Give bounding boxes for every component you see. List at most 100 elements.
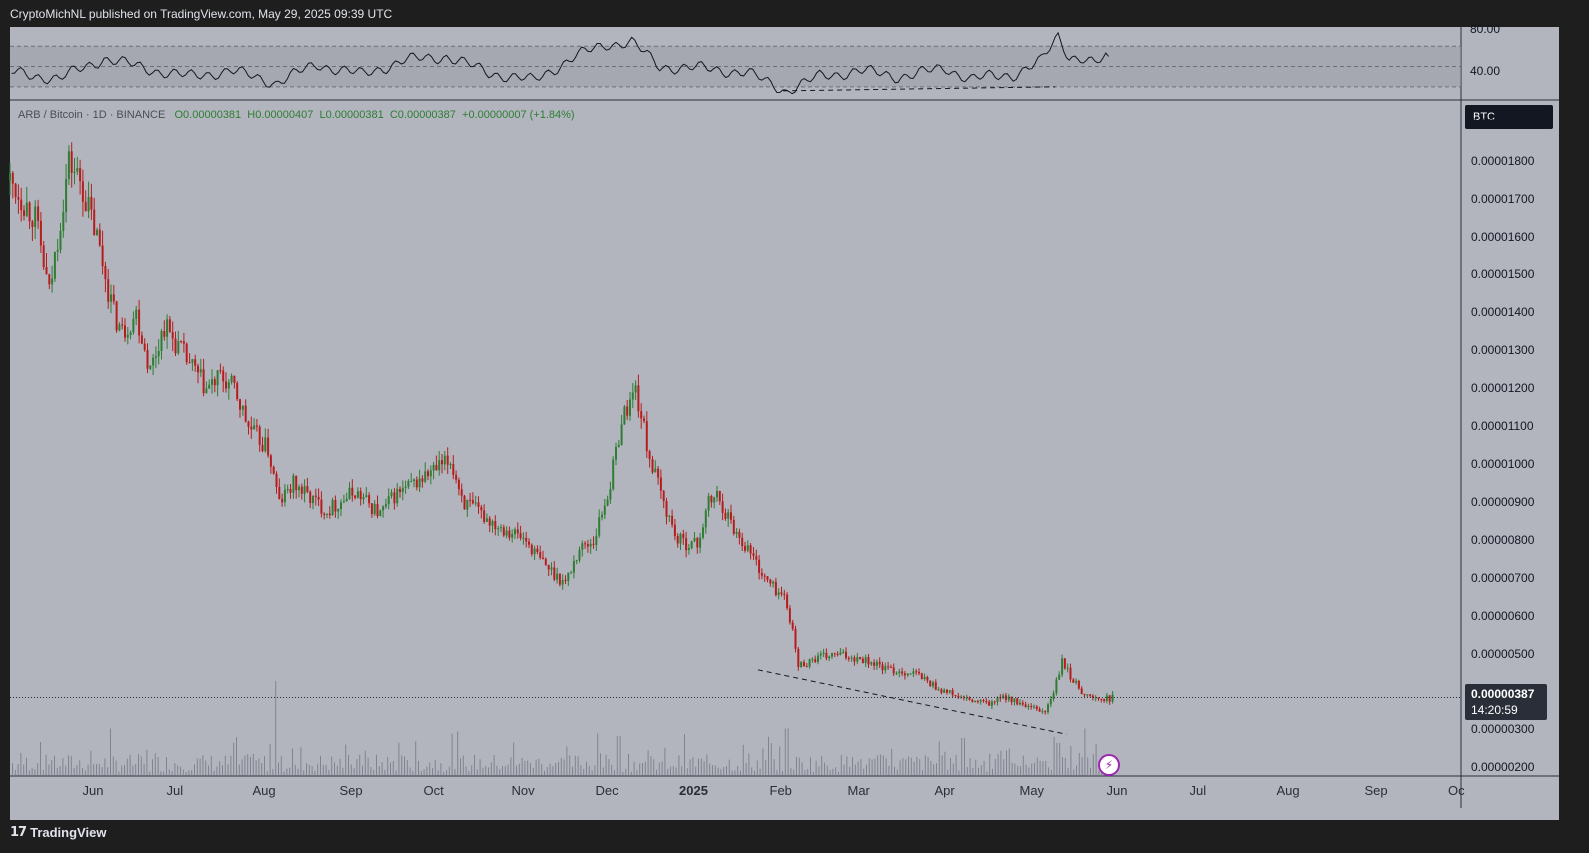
candle-body — [867, 657, 870, 665]
candle-body — [864, 657, 867, 663]
candle-body — [752, 553, 755, 556]
candle-body — [1047, 704, 1049, 713]
candle-body — [424, 471, 427, 482]
tradingview-logo[interactable]: 17 TradingView — [10, 825, 106, 840]
candle-body — [856, 657, 859, 662]
candle-body — [23, 210, 25, 216]
candle-body — [634, 385, 637, 393]
candle-body — [219, 370, 222, 372]
volume-bar — [135, 764, 137, 776]
volume-bar — [1045, 761, 1047, 776]
candle-body — [31, 221, 34, 227]
candle-body — [455, 475, 458, 480]
candle-body — [1021, 702, 1024, 705]
volume-bar — [26, 757, 27, 776]
volume-bar — [978, 767, 979, 776]
candle-body — [539, 552, 542, 558]
price-tick-label: 0.00001200 — [1471, 381, 1535, 396]
volume-bar — [474, 754, 475, 776]
time-tick-label: Nov — [511, 783, 535, 798]
candle-body — [11, 173, 14, 184]
volume-bar — [488, 767, 489, 776]
candle-body — [25, 202, 28, 216]
volume-bar — [1062, 757, 1063, 776]
candle-body — [432, 464, 435, 471]
candle-body — [631, 392, 634, 400]
volume-bar — [322, 764, 324, 776]
volume-bar — [300, 747, 302, 776]
candle-body — [250, 426, 253, 430]
candle-body — [772, 581, 775, 584]
volume-bar — [675, 767, 677, 776]
currency-badge[interactable]: BTC — [1465, 105, 1553, 129]
volume-bar — [885, 758, 887, 776]
candle-body — [629, 399, 631, 416]
volume-bar — [706, 754, 708, 776]
time-tick-label: Sep — [339, 783, 363, 798]
candle-body — [387, 496, 390, 505]
volume-bar — [1073, 769, 1075, 776]
candle-body — [828, 656, 831, 659]
time-tick-label: Jun — [1106, 783, 1128, 798]
volume-bar — [485, 766, 487, 776]
volume-bar — [527, 760, 529, 776]
price-tick-label: 0.00000200 — [1471, 760, 1535, 775]
chart-frame[interactable] — [10, 27, 1559, 820]
volume-bar — [152, 759, 153, 776]
candle-body — [1086, 694, 1089, 696]
volume-bar — [927, 757, 929, 776]
candle-body — [572, 561, 575, 573]
volume-bar — [524, 760, 526, 776]
volume-bar — [107, 767, 109, 776]
ohlc-open: O0.00000381 — [174, 109, 242, 121]
candle-body — [118, 324, 121, 331]
candle-body — [474, 502, 477, 504]
candle-body — [918, 671, 920, 674]
volume-bar — [787, 728, 789, 776]
candle-body — [598, 517, 601, 536]
candle-body — [926, 677, 929, 681]
symbol-name[interactable]: ARB / Bitcoin · 1D · BINANCE — [18, 109, 166, 121]
volume-bar — [244, 755, 246, 776]
candle-body — [59, 230, 62, 250]
volume-bar — [56, 767, 58, 776]
volume-bar — [1017, 765, 1019, 776]
volume-bar — [630, 771, 632, 776]
volume-bar — [731, 770, 733, 776]
volume-bar — [292, 748, 293, 776]
candle-body — [42, 245, 45, 268]
candle-body — [211, 379, 213, 385]
volume-bar — [622, 771, 624, 776]
volume-bar — [1011, 762, 1013, 776]
volume-bar — [748, 753, 750, 776]
candle-body — [309, 491, 312, 504]
volume-bar — [401, 755, 403, 776]
candle-body — [157, 351, 160, 357]
volume-bar — [997, 754, 999, 776]
volume-bar — [944, 751, 946, 776]
volume-bar — [334, 762, 335, 776]
volume-bar — [782, 771, 783, 776]
candle-body — [558, 573, 561, 585]
candle-body — [140, 335, 143, 344]
price-tick-label: 0.00001900 — [1471, 115, 1535, 130]
candle-body — [662, 490, 665, 502]
volume-bar — [420, 771, 422, 776]
price-tick-label: 0.00001000 — [1471, 457, 1535, 472]
candle-body — [225, 381, 227, 389]
volume-bar — [496, 765, 498, 776]
candle-body — [1077, 680, 1080, 689]
volume-bar — [591, 770, 593, 776]
tradingview-logo-icon: 17 — [10, 825, 27, 840]
candle-body — [382, 506, 385, 511]
candle-body — [171, 332, 174, 339]
candle-body — [716, 491, 718, 498]
lightning-icon[interactable]: ⚡ — [1098, 754, 1120, 776]
symbol-legend[interactable]: ARB / Bitcoin · 1D · BINANCE O0.00000381… — [18, 109, 575, 121]
volume-bar — [297, 768, 299, 776]
volume-bar — [863, 768, 865, 776]
candle-body — [457, 479, 460, 490]
volume-bar — [975, 759, 977, 776]
candle-body — [1044, 711, 1047, 713]
